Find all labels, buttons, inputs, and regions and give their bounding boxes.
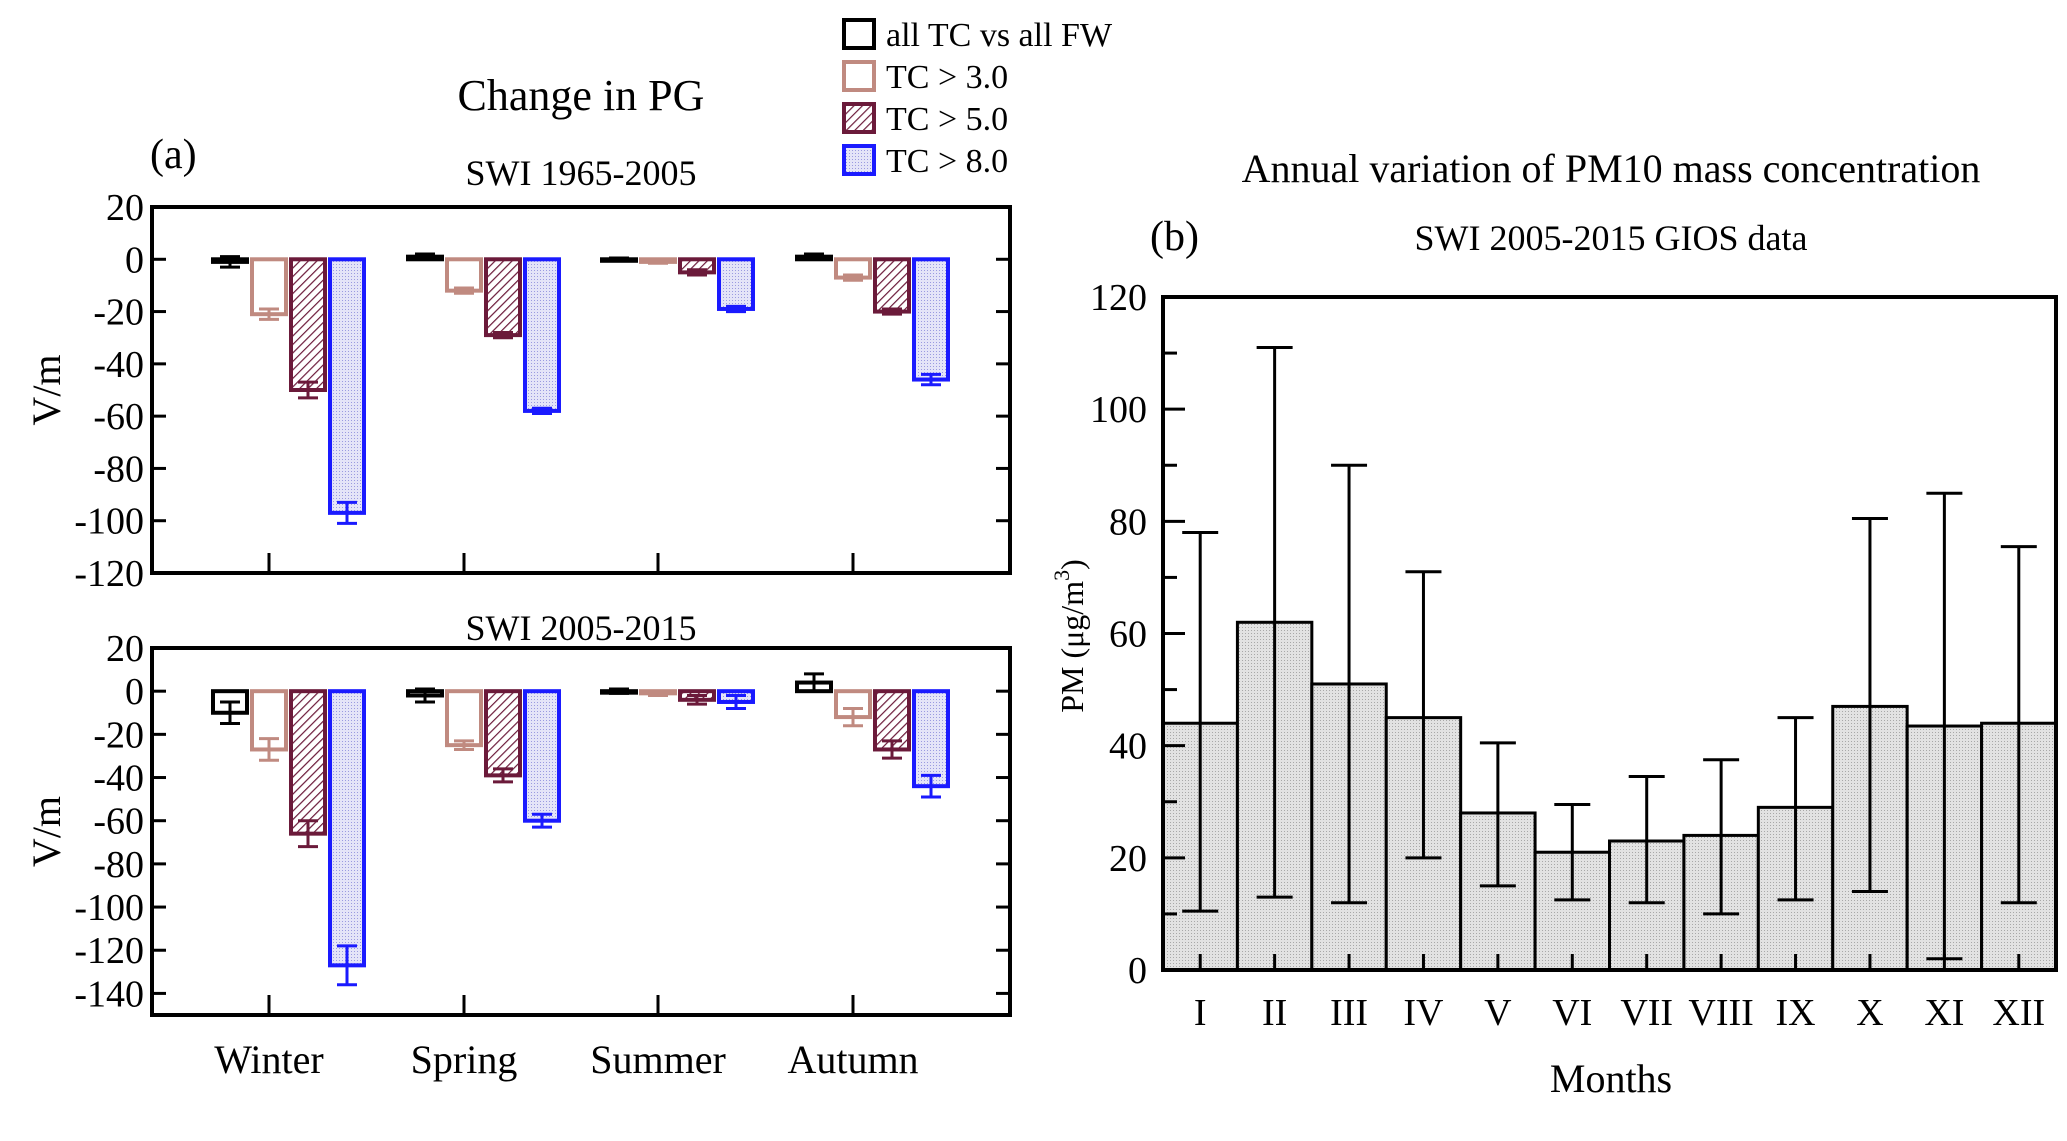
legend: all TC vs all FW TC > 3.0 TC > 5.0 TC > 8.0 xyxy=(842,17,1113,180)
bar xyxy=(523,689,561,823)
plot-frame xyxy=(150,646,1012,1017)
x-tick-label: II xyxy=(1262,992,1287,1034)
bar xyxy=(912,257,950,382)
bar xyxy=(250,257,288,317)
y-tick-label: 20 xyxy=(106,187,144,229)
y-tick-label: -120 xyxy=(74,553,144,595)
x-tick-label: VII xyxy=(1620,992,1673,1034)
y-tick-label: 0 xyxy=(125,239,144,281)
subtitle-a1: SWI 1965-2005 xyxy=(466,153,697,193)
y-tick-label: -60 xyxy=(93,396,144,438)
ylabel-b: PM (μg/m3) xyxy=(1049,559,1090,713)
y-tick-label: 120 xyxy=(1090,277,1147,319)
plot-frame xyxy=(150,205,1012,575)
y-tick-label: -40 xyxy=(93,344,144,386)
y-tick-label: -80 xyxy=(93,448,144,490)
bar xyxy=(484,689,522,778)
bar xyxy=(484,257,522,338)
y-tick-label: 0 xyxy=(125,671,144,713)
panel-label-a: (a) xyxy=(150,132,197,178)
bar xyxy=(328,689,366,968)
y-tick-label: 40 xyxy=(1109,726,1147,768)
x-tick-label: IV xyxy=(1403,992,1444,1034)
x-tick-label: IX xyxy=(1775,992,1815,1034)
y-tick-label: 80 xyxy=(1109,501,1147,543)
plot-a-top: 20 0 -20 -40 -60 -80 -100 -120 V/m xyxy=(24,187,1012,595)
legend-label: TC > 8.0 xyxy=(886,143,1008,180)
x-tick-label: VI xyxy=(1552,992,1592,1034)
y-tick-label: -80 xyxy=(93,844,144,886)
x-tick-label: X xyxy=(1856,992,1883,1034)
y-tick-label: -40 xyxy=(93,758,144,800)
plot-b: I II III IV V VI VII VIII IX X XI XII02040608010012… xyxy=(1090,277,2058,1034)
xlabel-b: Months xyxy=(1550,1056,1672,1101)
legend-swatch xyxy=(842,102,876,134)
x-tick-label: Autumn xyxy=(787,1037,918,1082)
bar xyxy=(289,257,327,392)
x-tick-label: Winter xyxy=(214,1037,323,1082)
y-tick-label: 0 xyxy=(1128,950,1147,992)
x-tick-label: XII xyxy=(1992,992,2045,1034)
panel-label-b: (b) xyxy=(1150,214,1199,260)
title-b: Annual variation of PM10 mass concentrat… xyxy=(1242,146,1981,191)
x-tick-label: XI xyxy=(1924,992,1964,1034)
y-tick-label: -60 xyxy=(93,801,144,843)
plot-a-bottom: 200-20-40-60-80-100-120-140 V/m Winter Spri… xyxy=(24,628,1012,1082)
y-tick-label: -140 xyxy=(74,973,144,1015)
y-tick-label: 20 xyxy=(1109,838,1147,880)
legend-label: TC > 5.0 xyxy=(886,101,1008,138)
legend-swatch xyxy=(842,60,876,92)
bar xyxy=(912,689,950,789)
y-axis-label: V/m xyxy=(24,354,69,425)
y-tick-label: 100 xyxy=(1090,389,1147,431)
y-tick-label: -100 xyxy=(74,887,144,929)
plot-frame xyxy=(1161,295,2058,972)
bar xyxy=(445,257,483,293)
legend-swatch xyxy=(842,18,876,50)
subtitle-a2: SWI 2005-2015 xyxy=(466,608,697,648)
bar xyxy=(445,689,483,748)
y-tick-label: 20 xyxy=(106,628,144,670)
x-tick-label: VIII xyxy=(1688,992,1753,1034)
bar xyxy=(873,257,911,314)
y-tick-label: -20 xyxy=(93,714,144,756)
legend-swatch xyxy=(842,144,876,176)
x-tick-label: III xyxy=(1330,992,1368,1034)
title-a: Change in PG xyxy=(458,71,705,120)
y-axis-label: V/m xyxy=(24,796,69,867)
x-tick-label: V xyxy=(1484,992,1512,1034)
x-tick-label: I xyxy=(1194,992,1207,1034)
legend-label: TC > 3.0 xyxy=(886,59,1008,96)
y-tick-label: -120 xyxy=(74,930,144,972)
y-tick-label: -20 xyxy=(93,292,144,334)
bar xyxy=(328,257,366,515)
bar xyxy=(523,257,561,413)
y-tick-label: -100 xyxy=(74,501,144,543)
legend-label: all TC vs all FW xyxy=(886,17,1113,54)
subtitle-b: SWI 2005-2015 GIOS data xyxy=(1415,218,1808,258)
y-tick-label: 60 xyxy=(1109,614,1147,656)
x-tick-label: Summer xyxy=(590,1037,726,1082)
x-tick-label: Spring xyxy=(411,1037,518,1082)
bar xyxy=(717,257,755,311)
bar xyxy=(289,689,327,836)
